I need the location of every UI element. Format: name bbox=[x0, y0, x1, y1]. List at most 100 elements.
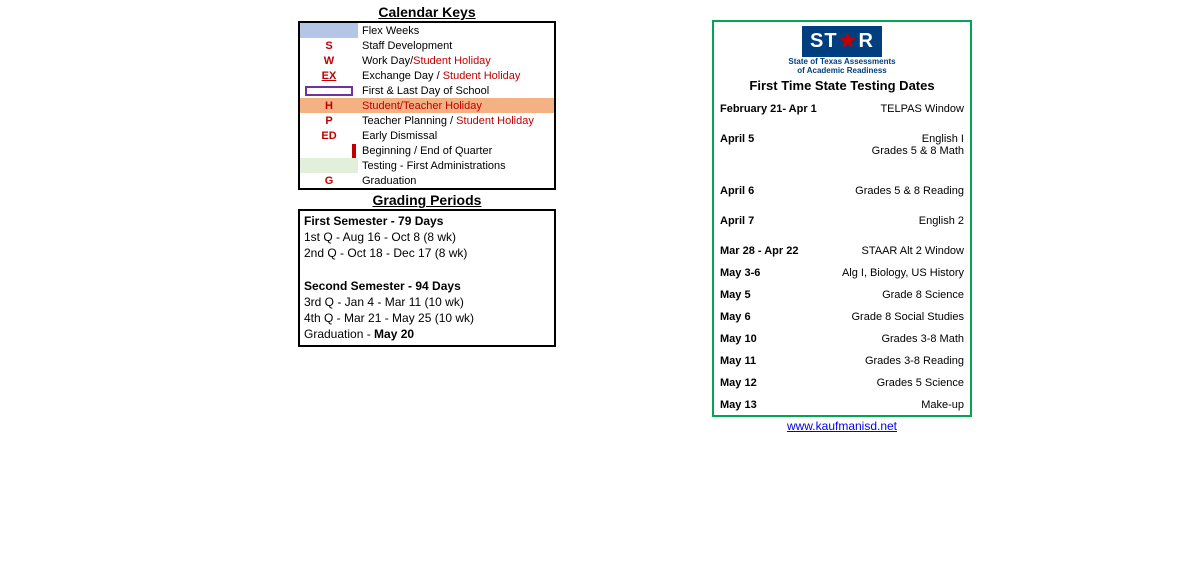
purple-rect-icon bbox=[305, 86, 353, 96]
test-desc: Grades 3-8 Math bbox=[881, 333, 964, 345]
test-row: April 6 Grades 5 & 8 Reading bbox=[720, 185, 964, 197]
sem1-header: First Semester - 79 Days bbox=[304, 213, 550, 229]
p-label-b: Student Holiday bbox=[456, 115, 534, 127]
test-date: April 5 bbox=[720, 133, 754, 145]
key-row-w: W Work Day/Student Holiday bbox=[300, 53, 554, 68]
key-row-g: G Graduation bbox=[300, 173, 554, 188]
test-desc: Grades 5 Science bbox=[877, 377, 964, 389]
test-row: May 11Grades 3-8 Reading bbox=[720, 355, 964, 367]
test-desc: Make-up bbox=[921, 399, 964, 411]
ex-label: Exchange Day / Student Holiday bbox=[358, 70, 554, 82]
testing-label: Testing - First Administrations bbox=[358, 160, 554, 172]
p-label-a: Teacher Planning / bbox=[362, 115, 456, 127]
test-row: May 10 Grades 3-8 Math bbox=[720, 333, 964, 345]
test-date: May 5 bbox=[720, 289, 751, 301]
testing-rows: February 21- Apr 1 TELPAS Window April 5 En… bbox=[720, 103, 964, 411]
key-row-ex: EX Exchange Day / Student Holiday bbox=[300, 68, 554, 83]
h-label: Student/Teacher Holiday bbox=[358, 100, 554, 112]
quarter-label: Beginning / End of Quarter bbox=[358, 145, 554, 157]
test-desc: STAAR Alt 2 Window bbox=[862, 245, 965, 257]
test-row: April 5 English IGrades 5 & 8 Math bbox=[720, 133, 964, 157]
w-code: W bbox=[300, 53, 358, 68]
p-label: Teacher Planning / Student Holiday bbox=[358, 115, 554, 127]
p-code: P bbox=[300, 113, 358, 128]
site-link[interactable]: www.kaufmanisd.net bbox=[787, 419, 897, 433]
test-date: May 10 bbox=[720, 333, 757, 345]
ex-code: EX bbox=[300, 68, 358, 83]
test-date: May 6 bbox=[720, 311, 751, 323]
s-code: S bbox=[300, 38, 358, 53]
test-date: Mar 28 - Apr 22 bbox=[720, 245, 798, 257]
test-desc: Grade 8 Social Studies bbox=[851, 311, 964, 323]
test-date: April 7 bbox=[720, 215, 754, 227]
star-sub1: State of Texas Assessments bbox=[720, 58, 964, 66]
calendar-keys-box: Flex Weeks S Staff Development W Work Da… bbox=[298, 21, 556, 190]
test-desc: TELPAS Window bbox=[880, 103, 964, 115]
w-label: Work Day/Student Holiday bbox=[358, 55, 554, 67]
test-date: February 21- Apr 1 bbox=[720, 103, 817, 115]
test-desc: Grades 3-8 Reading bbox=[865, 355, 964, 367]
test-desc: Grade 8 Science bbox=[882, 289, 964, 301]
sem2-header: Second Semester - 94 Days bbox=[304, 278, 550, 294]
s-label: Staff Development bbox=[358, 40, 554, 52]
quarter-swatch bbox=[300, 143, 358, 158]
star-testing-box: ST★R State of Texas Assessments of Acade… bbox=[712, 20, 972, 417]
test-desc: Grades 5 & 8 Reading bbox=[855, 185, 964, 197]
key-row-flex: Flex Weeks bbox=[300, 23, 554, 38]
q2-line: 2nd Q - Oct 18 - Dec 17 (8 wk) bbox=[304, 245, 550, 261]
test-desc: English IGrades 5 & 8 Math bbox=[872, 133, 964, 157]
star-icon: ★ bbox=[839, 28, 858, 53]
ed-code: ED bbox=[300, 128, 358, 143]
key-row-p: P Teacher Planning / Student Holiday bbox=[300, 113, 554, 128]
star-logo-b: R bbox=[859, 30, 874, 52]
test-row: May 6 Grade 8 Social Studies bbox=[720, 311, 964, 323]
gp-spacer bbox=[304, 262, 550, 278]
grad-b: May 20 bbox=[374, 327, 414, 341]
key-row-firstlast: First & Last Day of School bbox=[300, 83, 554, 98]
ex-label-a: Exchange Day / bbox=[362, 70, 443, 82]
w-label-b: Student Holiday bbox=[413, 55, 491, 67]
q3-line: 3rd Q - Jan 4 - Mar 11 (10 wk) bbox=[304, 294, 550, 310]
g-code: G bbox=[300, 173, 358, 188]
h-code: H bbox=[300, 98, 358, 113]
test-row: May 13 Make-up bbox=[720, 399, 964, 411]
star-logo: ST★R bbox=[802, 26, 882, 57]
test-row: May 5 Grade 8 Science bbox=[720, 289, 964, 301]
grading-periods-title: Grading Periods bbox=[298, 192, 556, 208]
test-row: Mar 28 - Apr 22 STAAR Alt 2 Window bbox=[720, 245, 964, 257]
key-row-quarter: Beginning / End of Quarter bbox=[300, 143, 554, 158]
star-logo-wrap: ST★R State of Texas Assessments of Acade… bbox=[720, 26, 964, 75]
grad-a: Graduation - bbox=[304, 327, 374, 341]
key-row-s: S Staff Development bbox=[300, 38, 554, 53]
test-date: April 6 bbox=[720, 185, 754, 197]
w-label-a: Work Day/ bbox=[362, 55, 413, 67]
quarter-bar-icon bbox=[352, 144, 356, 158]
firstlast-label: First & Last Day of School bbox=[358, 85, 554, 97]
grad-line: Graduation - May 20 bbox=[304, 326, 550, 342]
calendar-keys-title: Calendar Keys bbox=[298, 4, 556, 20]
star-sub2: of Academic Readiness bbox=[720, 67, 964, 75]
test-row: May 3-6 Alg I, Biology, US History bbox=[720, 267, 964, 279]
test-row: May 12 Grades 5 Science bbox=[720, 377, 964, 389]
star-title: First Time State Testing Dates bbox=[720, 78, 964, 93]
g-label: Graduation bbox=[358, 175, 554, 187]
q4-line: 4th Q - Mar 21 - May 25 (10 wk) bbox=[304, 310, 550, 326]
firstlast-swatch bbox=[300, 83, 358, 98]
test-date: May 3-6 bbox=[720, 267, 760, 279]
test-date: May 13 bbox=[720, 399, 757, 411]
key-row-h: H Student/Teacher Holiday bbox=[300, 98, 554, 113]
right-column: ST★R State of Texas Assessments of Acade… bbox=[712, 20, 972, 433]
site-link-wrap: www.kaufmanisd.net bbox=[712, 419, 972, 433]
key-row-ed: ED Early Dismissal bbox=[300, 128, 554, 143]
grading-periods-box: First Semester - 79 Days 1st Q - Aug 16 … bbox=[298, 209, 556, 347]
left-column: Calendar Keys Flex Weeks S Staff Develop… bbox=[298, 4, 556, 347]
key-row-testing: Testing - First Administrations bbox=[300, 158, 554, 173]
test-row: February 21- Apr 1 TELPAS Window bbox=[720, 103, 964, 115]
test-row: April 7English 2 bbox=[720, 215, 964, 227]
test-date: May 12 bbox=[720, 377, 757, 389]
star-logo-a: ST bbox=[810, 30, 838, 52]
flex-label: Flex Weeks bbox=[358, 25, 554, 37]
ex-label-b: Student Holiday bbox=[443, 70, 521, 82]
test-desc: Alg I, Biology, US History bbox=[842, 267, 964, 279]
q1-line: 1st Q - Aug 16 - Oct 8 (8 wk) bbox=[304, 229, 550, 245]
